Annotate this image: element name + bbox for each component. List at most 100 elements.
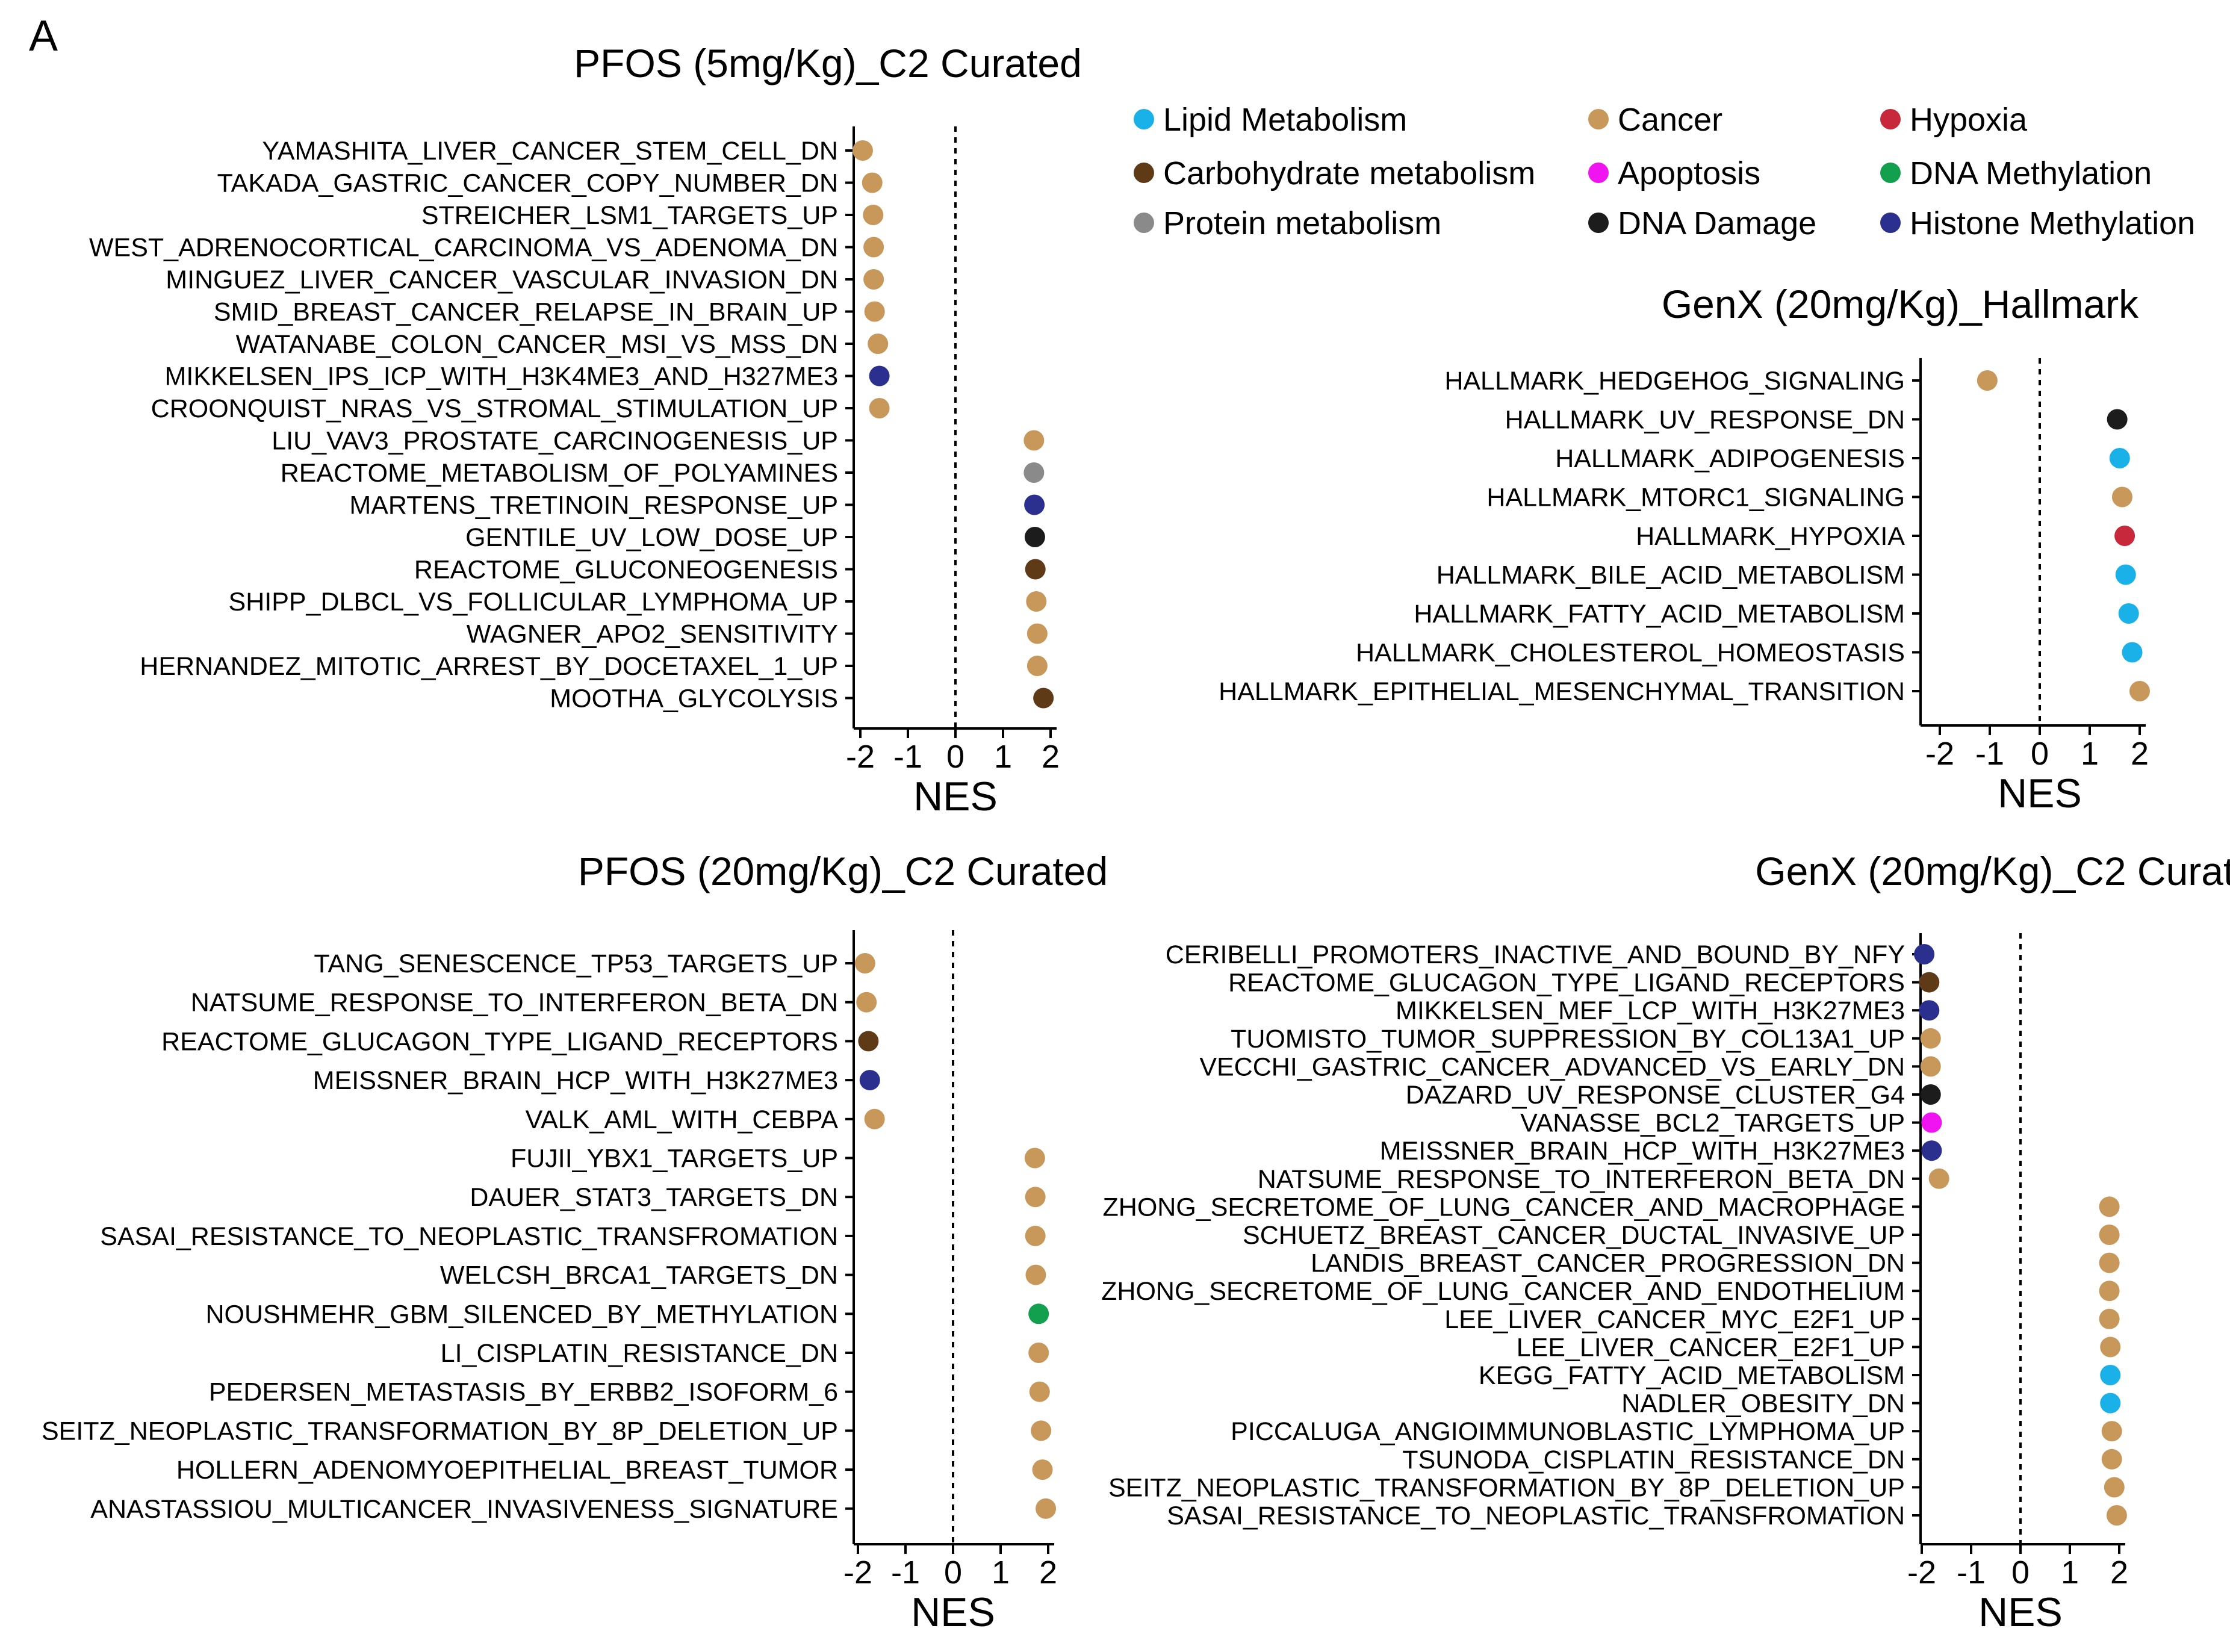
data-point-mootha-glycolysis	[1033, 688, 1054, 709]
y-tick-label: CERIBELLI_PROMOTERS_INACTIVE_AND_BOUND_B…	[1166, 940, 1905, 969]
data-point-gentile-uv-low-dose-up	[1024, 527, 1045, 547]
y-tick-label: LEE_LIVER_CANCER_E2F1_UP	[1517, 1333, 1905, 1362]
data-point-piccaluga-angioimmunoblastic-lymphoma-up	[2101, 1421, 2122, 1442]
y-tick-label: VECCHI_GASTRIC_CANCER_ADVANCED_VS_EARLY_…	[1199, 1052, 1905, 1081]
y-tick-label: DAUER_STAT3_TARGETS_DN	[470, 1183, 838, 1212]
data-point-hernandez-mitotic-arrest-by-docetaxel-1-up	[1026, 656, 1048, 676]
y-tick-label: NATSUME_RESPONSE_TO_INTERFERON_BETA_DN	[1258, 1165, 1905, 1194]
data-point-reactome-glucagon-type-ligand-receptors	[1919, 972, 1940, 993]
y-tick-label: WAGNER_APO2_SENSITIVITY	[467, 620, 838, 649]
data-point-nadler-obesity-dn	[2100, 1393, 2121, 1414]
y-tick-label: LIU_VAV3_PROSTATE_CARCINOGENESIS_UP	[272, 427, 838, 456]
legend-item-dna-methylation: DNA Methylation	[1880, 155, 2152, 191]
y-tick-label: NADLER_OBESITY_DN	[1621, 1390, 1905, 1418]
x-tick-label: 2	[2110, 1554, 2128, 1591]
y-tick-label: TUOMISTO_TUMOR_SUPPRESSION_BY_COL13A1_UP	[1231, 1025, 1905, 1054]
y-tick-label: TAKADA_GASTRIC_CANCER_COPY_NUMBER_DN	[217, 169, 838, 198]
y-tick-label: NOUSHMEHR_GBM_SILENCED_BY_METHYLATION	[205, 1300, 838, 1329]
legend-swatch-carbohydrate-metabolism	[1134, 163, 1154, 183]
data-point-dauer-stat3-targets-dn	[1025, 1187, 1046, 1208]
y-tick-label: MINGUEZ_LIVER_CANCER_VASCULAR_INVASION_D…	[166, 266, 838, 294]
data-point-welcsh-brca1-targets-dn	[1025, 1264, 1046, 1285]
legend-item-apoptosis: Apoptosis	[1588, 155, 1760, 191]
y-tick-label: ZHONG_SECRETOME_OF_LUNG_CANCER_AND_ENDOT…	[1101, 1277, 1905, 1306]
y-tick-label: SEITZ_NEOPLASTIC_TRANSFORMATION_BY_8P_DE…	[42, 1417, 838, 1446]
data-point-mikkelsen-mef-lcp-with-h3k27me3	[1919, 1000, 1940, 1021]
y-tick-label: VANASSE_BCL2_TARGETS_UP	[1520, 1109, 1905, 1138]
legend-item-cancer: Cancer	[1588, 102, 1722, 138]
legend-swatch-lipid-metabolism	[1134, 109, 1154, 129]
chart-title: GenX (20mg/Kg)_Hallmark	[1662, 282, 2139, 326]
legend-label-dna-damage: DNA Damage	[1618, 205, 1816, 241]
y-tick-label: FUJII_YBX1_TARGETS_UP	[511, 1144, 838, 1173]
legend-label-dna-methylation: DNA Methylation	[1910, 155, 2152, 191]
data-point-pedersen-metastasis-by-erbb2-isoform-6	[1029, 1381, 1050, 1402]
y-tick-label: DAZARD_UV_RESPONSE_CLUSTER_G4	[1406, 1081, 1905, 1110]
y-tick-label: HALLMARK_EPITHELIAL_MESENCHYMAL_TRANSITI…	[1219, 677, 1905, 706]
data-point-hallmark-epithelial-mesenchymal-transition	[2129, 681, 2150, 701]
y-tick-label: MIKKELSEN_MEF_LCP_WITH_H3K27ME3	[1396, 996, 1905, 1025]
y-tick-label: SMID_BREAST_CANCER_RELAPSE_IN_BRAIN_UP	[214, 298, 838, 327]
data-point-meissner-brain-hcp-with-h3k27me3	[859, 1070, 880, 1091]
y-tick-label: WEST_ADRENOCORTICAL_CARCINOMA_VS_ADENOMA…	[89, 234, 838, 262]
data-point-minguez-liver-cancer-vascular-invasion-dn	[863, 269, 884, 290]
y-tick-label: HALLMARK_UV_RESPONSE_DN	[1505, 406, 1905, 435]
y-tick-label: HERNANDEZ_MITOTIC_ARREST_BY_DOCETAXEL_1_…	[140, 652, 838, 681]
y-tick-label: HALLMARK_BILE_ACID_METABOLISM	[1436, 561, 1905, 590]
legend-swatch-histone-methylation	[1880, 213, 1901, 233]
y-tick-label: REACTOME_GLUCAGON_TYPE_LIGAND_RECEPTORS	[161, 1027, 838, 1056]
y-tick-label: MEISSNER_BRAIN_HCP_WITH_H3K27ME3	[313, 1066, 838, 1095]
legend-label-hypoxia: Hypoxia	[1910, 102, 2028, 138]
data-point-hallmark-mtorc1-signaling	[2111, 486, 2132, 508]
y-tick-label: STREICHER_LSM1_TARGETS_UP	[421, 201, 838, 230]
data-point-li-cisplatin-resistance-dn	[1028, 1343, 1049, 1363]
data-point-hallmark-uv-response-dn	[2107, 409, 2128, 430]
x-tick-label: 2	[2131, 736, 2149, 772]
x-tick-label: -1	[1975, 736, 2004, 772]
data-point-reactome-gluconeogenesis	[1025, 559, 1046, 580]
data-point-vanasse-bcl2-targets-up	[1921, 1112, 1942, 1133]
data-point-hallmark-bile-acid-metabolism	[2115, 564, 2136, 585]
y-tick-label: SASAI_RESISTANCE_TO_NEOPLASTIC_TRANSFROM…	[1167, 1501, 1905, 1530]
legend: Lipid Metabolism Carbohydrate metabolism P…	[1134, 102, 2195, 241]
y-tick-label: HALLMARK_CHOLESTEROL_HOMEOSTASIS	[1356, 639, 1905, 668]
y-tick-label: LEE_LIVER_CANCER_MYC_E2F1_UP	[1444, 1305, 1905, 1334]
y-tick-label: SCHUETZ_BREAST_CANCER_DUCTAL_INVASIVE_UP	[1243, 1221, 1905, 1250]
x-tick-label: 0	[2031, 736, 2049, 772]
legend-item-lipid-metabolism: Lipid Metabolism	[1134, 102, 1407, 138]
data-point-schuetz-breast-cancer-ductal-invasive-up	[2099, 1225, 2120, 1245]
y-tick-label: REACTOME_METABOLISM_OF_POLYAMINES	[281, 459, 838, 488]
legend-label-apoptosis: Apoptosis	[1618, 155, 1760, 191]
legend-item-dna-damage: DNA Damage	[1588, 205, 1816, 241]
chart-title: GenX (20mg/Kg)_C2 Curated	[1755, 849, 2230, 893]
y-tick-label: LI_CISPLATIN_RESISTANCE_DN	[441, 1339, 838, 1368]
x-tick-label: 2	[1039, 1554, 1057, 1591]
data-point-sasai-resistance-to-neoplastic-transfromation	[2106, 1505, 2127, 1526]
x-axis-label: NES	[1978, 1589, 2063, 1635]
data-point-dazard-uv-response-cluster-g4	[1920, 1084, 1941, 1105]
x-tick-label: 1	[2061, 1554, 2079, 1591]
data-point-noushmehr-gbm-silenced-by-methylation	[1028, 1303, 1049, 1324]
legend-label-lipid-metabolism: Lipid Metabolism	[1163, 102, 1407, 138]
y-tick-label: ANASTASSIOU_MULTICANCER_INVASIVENESS_SIG…	[90, 1495, 838, 1524]
data-point-ceribelli-promoters-inactive-and-bound-by-nfy	[1914, 944, 1935, 964]
x-tick-label: -1	[891, 1554, 920, 1591]
y-tick-label: ZHONG_SECRETOME_OF_LUNG_CANCER_AND_MACRO…	[1103, 1193, 1905, 1222]
legend-swatch-apoptosis	[1588, 163, 1609, 183]
y-tick-label: SASAI_RESISTANCE_TO_NEOPLASTIC_TRANSFROM…	[100, 1222, 838, 1251]
legend-item-carbohydrate-metabolism: Carbohydrate metabolism	[1134, 155, 1535, 191]
legend-swatch-dna-damage	[1588, 213, 1609, 233]
legend-label-protein-metabolism: Protein metabolism	[1163, 205, 1441, 241]
x-tick-label: 0	[2011, 1554, 2030, 1591]
y-tick-label: KEGG_FATTY_ACID_METABOLISM	[1479, 1361, 1905, 1390]
x-axis-label: NES	[1998, 771, 2082, 816]
data-point-streicher-lsm1-targets-up	[863, 205, 884, 225]
x-tick-label: -2	[843, 1554, 872, 1591]
data-point-vecchi-gastric-cancer-advanced-vs-early-dn	[1920, 1056, 1941, 1077]
data-point-tsunoda-cisplatin-resistance-dn	[2101, 1449, 2122, 1470]
y-tick-label: PEDERSEN_METASTASIS_BY_ERBB2_ISOFORM_6	[209, 1378, 838, 1407]
data-point-valk-aml-with-cebpa	[864, 1108, 885, 1129]
x-tick-label: 0	[944, 1554, 962, 1591]
legend-item-hypoxia: Hypoxia	[1880, 102, 2028, 138]
x-tick-label: 2	[1042, 739, 1060, 775]
